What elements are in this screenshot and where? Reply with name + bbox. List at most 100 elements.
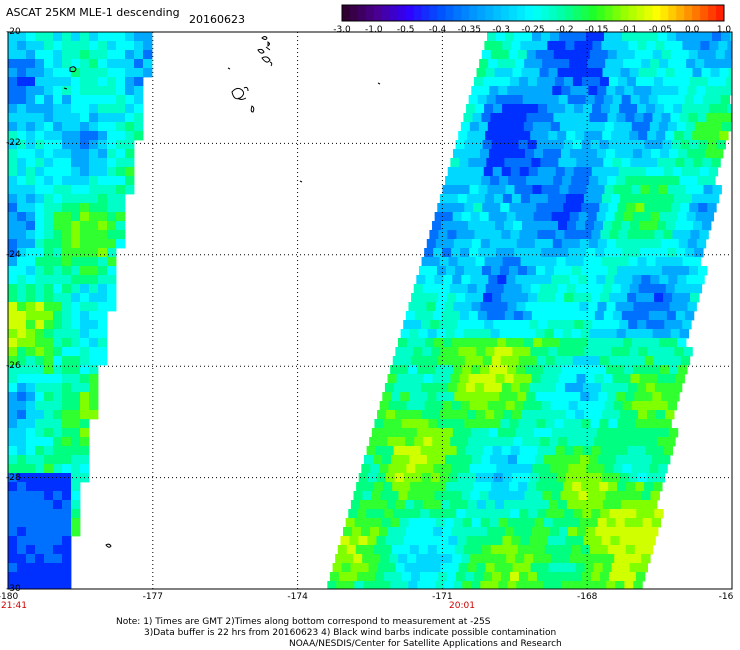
swath-pixel xyxy=(44,41,54,51)
swath-pixel xyxy=(649,185,659,195)
swath-pixel xyxy=(98,239,108,249)
swath-pixel xyxy=(647,68,657,78)
swath-pixel xyxy=(565,536,575,546)
swath-pixel xyxy=(657,95,668,105)
swath-pixel xyxy=(444,302,454,312)
swath-pixel xyxy=(596,59,606,69)
colorbar-swatch xyxy=(381,5,391,21)
swath-pixel xyxy=(512,563,522,573)
swath-pixel xyxy=(683,284,694,294)
swath-pixel xyxy=(574,320,584,330)
swath-pixel xyxy=(536,482,546,492)
swath-pixel xyxy=(98,356,108,366)
swath-pixel xyxy=(636,383,647,393)
swath-pixel xyxy=(80,329,90,339)
swath-pixel xyxy=(685,185,695,195)
swath-pixel xyxy=(26,212,36,222)
swath-pixel xyxy=(107,104,117,114)
swath-pixel xyxy=(528,509,538,519)
swath-pixel xyxy=(588,518,599,528)
swath-pixel xyxy=(586,464,596,474)
swath-pixel xyxy=(507,239,518,249)
swath-pixel xyxy=(564,293,574,303)
swath-pixel xyxy=(657,221,667,231)
swath-pixel xyxy=(613,401,624,411)
swath-pixel xyxy=(685,32,695,42)
swath-pixel xyxy=(35,338,45,348)
swath-pixel xyxy=(17,464,27,474)
swath-pixel xyxy=(492,509,502,519)
swath-pixel xyxy=(410,419,420,429)
swath-pixel xyxy=(26,311,36,321)
swath-pixel xyxy=(125,86,135,96)
swath-pixel xyxy=(410,572,421,582)
swath-pixel xyxy=(80,392,90,402)
swath-pixel xyxy=(706,50,717,60)
swath-pixel xyxy=(524,59,534,69)
swath-pixel xyxy=(510,509,520,519)
swath-pixel xyxy=(8,77,18,87)
swath-pixel xyxy=(674,68,684,78)
swath-pixel xyxy=(579,455,590,465)
swath-pixel xyxy=(426,455,437,465)
swath-pixel xyxy=(107,86,117,96)
swath-pixel xyxy=(697,176,707,186)
swath-pixel xyxy=(8,329,18,339)
swath-pixel xyxy=(654,509,664,519)
swath-pixel xyxy=(623,428,634,438)
swath-pixel xyxy=(362,554,372,564)
swath-pixel xyxy=(619,104,629,114)
swath-pixel xyxy=(80,374,90,384)
swath-pixel xyxy=(546,293,556,303)
swath-pixel xyxy=(657,158,667,168)
swath-pixel xyxy=(62,32,72,42)
swath-pixel xyxy=(635,140,645,150)
swath-pixel xyxy=(80,221,90,231)
swath-pixel xyxy=(17,320,27,330)
swath-pixel xyxy=(677,212,688,222)
swath-pixel xyxy=(728,68,732,78)
swath-pixel xyxy=(656,410,666,420)
swath-pixel xyxy=(477,311,488,321)
swath-pixel xyxy=(610,257,620,267)
swath-pixel xyxy=(641,212,652,222)
swath-pixel xyxy=(35,185,45,195)
swath-pixel xyxy=(433,401,444,411)
swath-pixel xyxy=(679,113,689,123)
swath-pixel xyxy=(697,50,708,60)
swath-pixel xyxy=(727,41,732,51)
swath-pixel xyxy=(71,464,81,474)
swath-pixel xyxy=(629,131,639,141)
swath-pixel xyxy=(563,356,574,366)
swath-pixel xyxy=(597,365,607,375)
swath-pixel xyxy=(17,572,27,582)
swath-pixel xyxy=(623,149,634,159)
swath-pixel xyxy=(480,302,490,312)
swath-pixel xyxy=(53,257,63,267)
colorbar-swatch xyxy=(612,5,622,21)
swath-pixel xyxy=(71,50,81,60)
swath-pixel xyxy=(107,185,117,195)
swath-pixel xyxy=(461,428,472,438)
swath-pixel xyxy=(62,563,72,573)
swath-pixel xyxy=(419,482,429,492)
swath-pixel xyxy=(80,167,90,177)
swath-pixel xyxy=(616,266,627,276)
swath-pixel xyxy=(531,311,542,321)
swath-pixel xyxy=(537,509,547,519)
swath-pixel xyxy=(651,455,662,465)
colorbar-swatch xyxy=(596,5,606,21)
swath-pixel xyxy=(53,59,63,69)
swath-pixel xyxy=(396,374,406,384)
swath-pixel xyxy=(580,176,590,186)
swath-pixel xyxy=(365,572,376,582)
swath-pixel xyxy=(682,41,692,51)
swath-pixel xyxy=(493,257,503,267)
swath-pixel xyxy=(408,365,418,375)
swath-pixel xyxy=(471,518,482,528)
swath-pixel xyxy=(468,221,478,231)
swath-pixel xyxy=(26,374,36,384)
swath-pixel xyxy=(382,392,392,402)
swath-pixel xyxy=(490,50,501,60)
swath-pixel xyxy=(17,77,27,87)
